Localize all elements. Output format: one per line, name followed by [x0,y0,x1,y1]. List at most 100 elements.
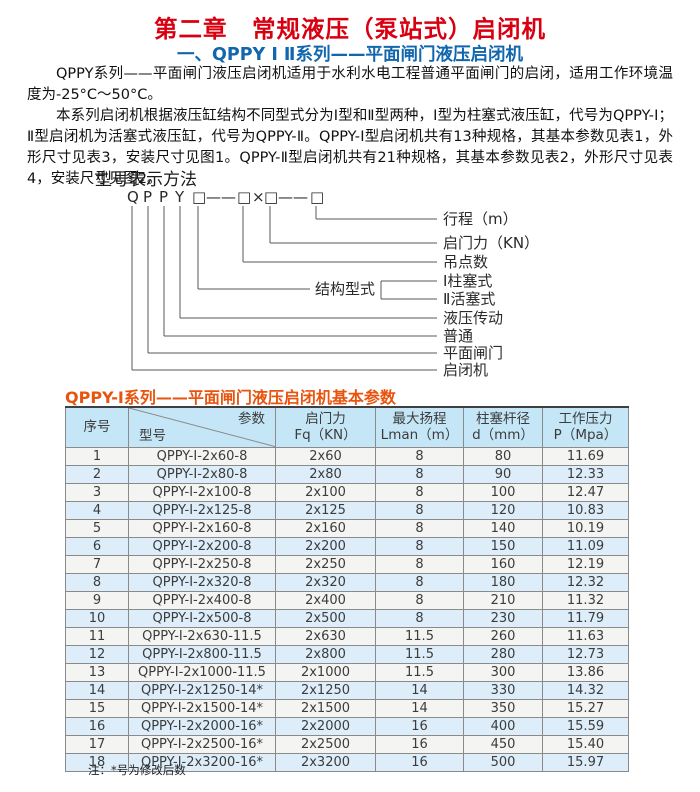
cell-model: QPPY-Ⅰ-2x3200-16* [128,752,276,772]
cell-lift: 8 [375,554,464,574]
cell-rod: 300 [463,662,543,682]
cell-serial: 15 [65,698,129,718]
cell-rod: 260 [463,626,543,646]
cell-rod: 180 [463,572,543,592]
cell-serial: 1 [65,446,129,466]
model-box-structure: □ [192,188,206,206]
table-row: 13 QPPY-Ⅰ-2x1000-11.5 2x1000 11.5 300 13… [65,662,629,682]
cell-model: QPPY-Ⅰ-2x1250-14* [128,680,276,700]
cell-serial: 7 [65,554,129,574]
cell-model: QPPY-Ⅰ-2x800-11.5 [128,644,276,664]
model-box-stroke: □ [310,188,324,206]
cell-serial: 10 [65,608,129,628]
cell-model: QPPY-Ⅰ-2x1000-11.5 [128,662,276,682]
cell-pressure: 12.47 [542,482,629,502]
series-title: 一、QPPY Ⅰ Ⅱ系列——平面闸门液压启闭机 [177,45,523,65]
cell-lift: 8 [375,608,464,628]
cell-force: 2x125 [275,500,376,520]
cell-lift: 8 [375,518,464,538]
cell-pressure: 15.40 [542,734,629,754]
cell-model: QPPY-Ⅰ-2x400-8 [128,590,276,610]
cell-force: 2x250 [275,554,376,574]
cell-pressure: 15.97 [542,752,629,772]
cell-rod: 80 [463,446,543,466]
cell-model: QPPY-Ⅰ-2x320-8 [128,572,276,592]
cell-rod: 140 [463,518,543,538]
cell-rod: 280 [463,644,543,664]
cell-force: 2x630 [275,626,376,646]
cell-serial: 18 [65,752,129,772]
cell-lift: 11.5 [375,644,464,664]
header-max-lift: 最大扬程 Lman（m） [375,406,464,448]
cell-force: 2x3200 [275,752,376,772]
table-row: 1 QPPY-Ⅰ-2x60-8 2x60 8 80 11.69 [65,446,629,466]
cell-lift: 8 [375,500,464,520]
cell-serial: 16 [65,716,129,736]
cell-force: 2x2000 [275,716,376,736]
cell-serial: 5 [65,518,129,538]
table-row: 3 QPPY-Ⅰ-2x100-8 2x100 8 100 12.47 [65,482,629,502]
cell-rod: 90 [463,464,543,484]
model-char-y: Y [174,188,185,206]
cell-pressure: 15.59 [542,716,629,736]
table-caption: QPPY-Ⅰ系列——平面闸门液压启闭机基本参数 [65,388,396,407]
intro-paragraphs: QPPY系列——平面闸门液压启闭机适用于水利水电工程普通平面闸门的启闭，适用工作… [27,64,673,190]
table-row: 14 QPPY-Ⅰ-2x1250-14* 2x1250 14 330 14.32 [65,680,629,700]
cell-force: 2x1250 [275,680,376,700]
label-hoist: 启闭机 [443,361,488,379]
table-header: 序号 参数 型号 启门力 Fq（KN） 最大扬程 Lman（m） 柱塞杆径 d（… [65,406,629,448]
cell-pressure: 12.73 [542,644,629,664]
cell-rod: 120 [463,500,543,520]
label-type1: Ⅰ柱塞式 [443,272,492,290]
header-model-label: 型号 [139,427,166,444]
cell-pressure: 13.86 [542,662,629,682]
cell-force: 2x80 [275,464,376,484]
cell-serial: 6 [65,536,129,556]
table-row: 5 QPPY-Ⅰ-2x160-8 2x160 8 140 10.19 [65,518,629,538]
cell-model: QPPY-Ⅰ-2x60-8 [128,446,276,466]
cell-pressure: 14.32 [542,680,629,700]
header-opening-force: 启门力 Fq（KN） [275,406,376,448]
cell-lift: 8 [375,572,464,592]
chapter-title: 第二章 常规液压（泵站式）启闭机 [154,15,546,43]
cell-pressure: 11.32 [542,590,629,610]
cell-force: 2x1500 [275,698,376,718]
header-working-pressure-symbol: P（Mpa） [553,427,618,444]
header-max-lift-cn: 最大扬程 [392,411,447,428]
model-char-p2: P [159,188,168,206]
cell-force: 2x500 [275,608,376,628]
table-body: 1 QPPY-Ⅰ-2x60-8 2x60 8 80 11.69 2 QPPY-Ⅰ… [65,446,629,772]
cell-force: 2x2500 [275,734,376,754]
cell-model: QPPY-Ⅰ-2x100-8 [128,482,276,502]
table-row: 8 QPPY-Ⅰ-2x320-8 2x320 8 180 12.32 [65,572,629,592]
cell-rod: 210 [463,590,543,610]
cell-serial: 8 [65,572,129,592]
label-hydraulic: 液压传动 [443,309,503,327]
label-points: 吊点数 [443,253,488,271]
table-row: 7 QPPY-Ⅰ-2x250-8 2x250 8 160 12.19 [65,554,629,574]
cell-rod: 350 [463,698,543,718]
cell-pressure: 11.69 [542,446,629,466]
cell-pressure: 10.19 [542,518,629,538]
cell-lift: 8 [375,590,464,610]
table-row: 9 QPPY-Ⅰ-2x400-8 2x400 8 210 11.32 [65,590,629,610]
label-force: 启门力（KN） [443,234,539,252]
label-stroke: 行程（m） [443,210,518,228]
header-working-pressure-cn: 工作压力 [558,411,613,428]
model-box-force: □ [264,188,278,206]
label-structure: 结构型式 [315,280,375,298]
cell-lift: 11.5 [375,626,464,646]
paragraph-application: QPPY系列——平面闸门液压启闭机适用于水利水电工程普通平面闸门的启闭，适用工作… [27,66,673,103]
cell-serial: 14 [65,680,129,700]
cell-force: 2x200 [275,536,376,556]
parameters-table: 序号 参数 型号 启门力 Fq（KN） 最大扬程 Lman（m） 柱塞杆径 d（… [65,406,629,772]
cell-force: 2x60 [275,446,376,466]
header-rod-diameter-symbol: d（mm） [472,427,534,444]
table-note: 注：*号为修改后数 [88,763,186,777]
header-opening-force-symbol: Fq（KN） [294,427,357,444]
model-char-p1: P [143,188,152,206]
label-ordinary: 普通 [443,327,473,345]
cell-serial: 9 [65,590,129,610]
model-char-q: Q [127,188,139,206]
